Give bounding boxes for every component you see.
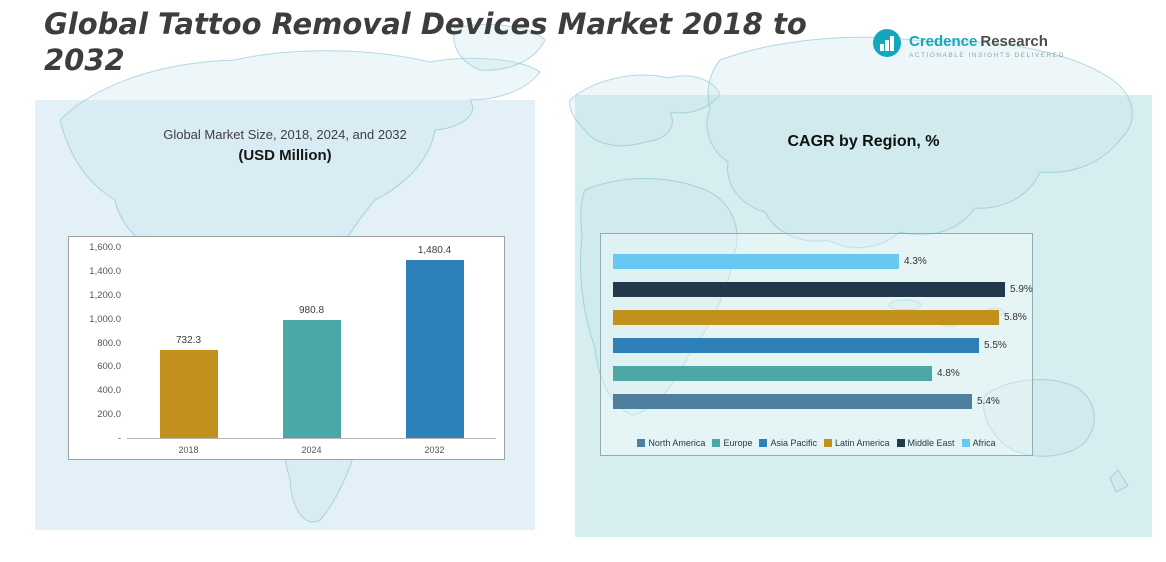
legend-item-africa: Africa [961,438,996,448]
x-axis-label-2018: 2018 [178,445,199,455]
legend-swatch-icon [759,439,768,447]
legend-label: Latin America [835,438,890,448]
bar-value-label-2024: 980.8 [298,305,325,316]
y-axis-ticks: 1,600.0 1,400.0 1,200.0 1,000.0 800.0 600.0 40… [75,242,127,444]
cagr-row-north-america: 5.4% [613,387,1022,415]
y-axis-tick: 600.0 [97,361,121,373]
market-size-unit-label: (USD Million) [238,147,332,164]
legend-swatch-icon [896,439,905,447]
y-axis-tick: 800.0 [97,337,121,349]
brand-tagline: Actionable Insights Delivered [909,51,1065,59]
credence-logo-icon [872,28,902,63]
cagr-row-latin-america: 5.8% [613,303,1027,331]
legend-label: Africa [972,438,996,448]
y-axis-tick: 1,600.0 [89,242,121,253]
y-axis-tick: - [117,433,121,444]
cagr-chart-title: CAGR by Region, % [787,133,940,150]
legend-item-asia-pacific: Asia Pacific [759,438,817,448]
x-axis-label-2032: 2032 [424,445,445,455]
legend-item-middle-east: Middle East [896,438,955,448]
legend-swatch-icon [712,439,721,447]
cagr-row-europe: 4.8% [613,359,1022,387]
cagr-value-label: 5.9% [1010,283,1033,295]
cagr-bar-europe [613,365,932,381]
page-title-line2: 2032 [44,43,125,78]
bar-2024 [282,320,341,438]
cagr-bar-africa [613,253,899,269]
cagr-bars-area: 4.3% 5.9% 5.8% 5.5% 4.8% 5.4% [613,247,1033,415]
bar-value-label-2018: 732.3 [175,335,202,346]
y-axis-tick: 1,400.0 [89,265,121,277]
bar-group-2024: 980.8 2024 [250,247,373,459]
legend-label: Asia Pacific [770,438,817,448]
legend-item-latin-america: Latin America [824,438,890,448]
market-size-heading: Global Market Size, 2018, 2024, and 2032… [35,127,535,164]
legend-label: Europe [723,438,753,448]
legend-swatch-icon [637,439,646,447]
legend-swatch-icon [961,439,970,447]
y-axis-tick: 400.0 [97,385,121,397]
bar-group-2032: 1,480.4 2032 [373,245,496,459]
x-axis-label-2024: 2024 [301,445,322,455]
bar-2032 [405,260,464,438]
legend-swatch-icon [824,439,832,447]
cagr-value-label: 5.5% [984,339,1007,351]
cagr-bar-latin-america [613,309,999,325]
market-size-plot-area: 732.3 2018 980.8 2024 1,480.4 2032 [127,245,496,459]
cagr-value-label: 5.4% [977,395,1000,407]
cagr-legend: North America Europe Asia Pacific Latin Ame… [601,438,1032,448]
market-size-chart-title: Global Market Size, 2018, 2024, and 2032 [163,127,407,142]
cagr-value-label: 4.3% [904,255,927,267]
brand-logo: Credence Research Actionable Insights Del… [872,28,1065,63]
cagr-bar-north-america [613,393,972,409]
cagr-value-label: 5.8% [1004,311,1027,323]
cagr-value-label: 4.8% [937,367,960,379]
brand-text: Credence Research Actionable Insights Del… [909,33,1065,59]
y-axis-tick: 1,200.0 [89,289,121,301]
market-size-chart: 1,600.0 1,400.0 1,200.0 1,000.0 800.0 600.0 40… [68,236,505,460]
page-title: Global Tattoo Removal Devices Market 201… [44,6,944,79]
y-axis-tick: 200.0 [97,409,121,421]
page-title-line1: Global Tattoo Removal Devices Market 201… [44,7,807,41]
cagr-bar-middle-east [613,281,1005,297]
legend-label: North America [648,438,706,448]
cagr-chart: 4.3% 5.9% 5.8% 5.5% 4.8% 5.4% North America Eu… [600,233,1033,456]
y-axis-tick: 1,000.0 [89,313,121,325]
legend-item-north-america: North America [637,438,705,448]
cagr-row-africa: 4.3% [613,247,1022,275]
legend-label: Middle East [907,438,955,448]
brand-name-secondary: Research [980,32,1048,50]
bar-2018 [159,350,218,438]
legend-item-europe: Europe [712,438,752,448]
brand-name-primary: Credence [909,32,978,50]
cagr-row-asia-pacific: 5.5% [613,331,1022,359]
cagr-row-middle-east: 5.9% [613,275,1033,303]
bar-value-label-2032: 1,480.4 [417,245,452,256]
cagr-bar-asia-pacific [613,337,979,353]
bar-group-2018: 732.3 2018 [127,247,250,459]
